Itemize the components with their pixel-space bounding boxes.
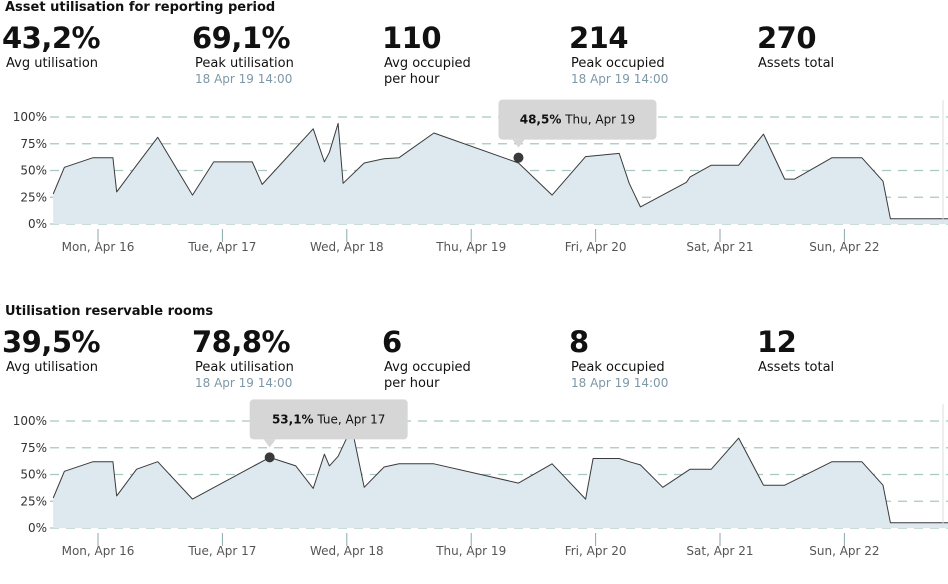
stat-avg-utilisation: 43,2% Avg utilisation — [2, 21, 101, 72]
stat-label: Avg occupied — [384, 360, 471, 375]
stat-sub-date: 18 Apr 19 14:00 — [195, 376, 293, 390]
y-tick-label: 0% — [28, 521, 47, 535]
section-reservable-rooms: Utilisation reservable rooms 39,5% Avg u… — [0, 304, 948, 584]
x-tick-label: Sun, Apr 22 — [809, 544, 879, 558]
y-tick-label: 100% — [13, 414, 47, 428]
stat-peak-occupied: 8 Peak occupied 18 Apr 19 14:00 — [569, 325, 668, 390]
x-tick-label: Tue, Apr 17 — [187, 544, 256, 558]
stat-avg-occupied: 6 Avg occupied per hour — [382, 325, 471, 392]
tooltip-pointer — [512, 139, 525, 148]
stat-label-line2: per hour — [384, 72, 440, 87]
x-tick-label: Sat, Apr 21 — [686, 240, 753, 254]
stat-peak-utilisation: 69,1% Peak utilisation 18 Apr 19 14:00 — [192, 21, 294, 86]
stat-avg-utilisation: 39,5% Avg utilisation — [2, 325, 101, 376]
stat-label-line2: per hour — [384, 376, 440, 391]
tooltip: 48,5% Thu, Apr 19 — [498, 99, 657, 148]
stat-peak-utilisation: 78,8% Peak utilisation 18 Apr 19 14:00 — [192, 325, 294, 390]
x-tick-label: Fri, Apr 20 — [565, 240, 627, 254]
y-tick-label: 75% — [20, 137, 47, 151]
tooltip-date: Tue, Apr 17 — [314, 412, 386, 426]
x-tick-label: Wed, Apr 18 — [310, 544, 384, 558]
x-tick-label: Sat, Apr 21 — [686, 544, 753, 558]
tooltip-text: 53,1% Tue, Apr 17 — [272, 412, 385, 426]
tooltip-pointer — [263, 439, 276, 448]
tooltip-value: 53,1% — [272, 412, 314, 426]
stat-value: 8 — [569, 325, 589, 359]
stat-value: 39,5% — [2, 325, 101, 359]
stat-label: Peak utilisation — [195, 360, 294, 375]
series-line — [52, 426, 948, 524]
hover-point[interactable] — [264, 452, 275, 463]
stat-assets-total: 12 Assets total — [757, 325, 834, 376]
tooltip-value: 48,5% — [520, 113, 562, 127]
stat-value: 270 — [757, 21, 817, 55]
stat-label: Peak utilisation — [195, 56, 294, 71]
stat-assets-total: 270 Assets total — [757, 21, 834, 72]
y-tick-label: 100% — [13, 110, 47, 124]
stat-avg-occupied: 110 Avg occupied per hour — [382, 21, 471, 88]
x-tick-label: Mon, Apr 16 — [62, 544, 135, 558]
stat-value: 78,8% — [192, 325, 291, 359]
y-tick-label: 50% — [20, 468, 47, 482]
stat-label: Assets total — [758, 360, 835, 375]
stat-label: Peak occupied — [571, 56, 665, 71]
y-tick-label: 0% — [28, 217, 47, 231]
stat-value: 6 — [382, 325, 402, 359]
series-area — [53, 123, 948, 224]
stat-label: Peak occupied — [571, 360, 665, 375]
stat-label: Avg utilisation — [6, 360, 99, 375]
stat-sub-date: 18 Apr 19 14:00 — [571, 72, 669, 86]
y-tick-label: 50% — [20, 164, 47, 178]
stat-value: 43,2% — [2, 21, 101, 55]
stat-value: 12 — [757, 325, 797, 359]
y-tick-label: 75% — [20, 441, 47, 455]
tooltip-date: Thu, Apr 19 — [561, 113, 635, 127]
y-tick-label: 25% — [20, 190, 47, 204]
stat-label: Avg occupied — [384, 56, 471, 71]
tooltip-box — [249, 399, 408, 440]
stat-value: 110 — [382, 21, 442, 55]
stat-value: 69,1% — [192, 21, 291, 55]
series-area — [53, 427, 948, 528]
x-tick-label: Mon, Apr 16 — [62, 240, 135, 254]
utilisation-chart[interactable]: 0% 25% 50% 75% 100% Mon, Apr 16 Tue, Apr 17 Wed… — [0, 99, 948, 265]
tooltip-text: 48,5% Thu, Apr 19 — [520, 113, 635, 127]
stat-label: Assets total — [758, 56, 835, 71]
x-tick-label: Fri, Apr 20 — [565, 544, 627, 558]
series-line — [52, 122, 948, 220]
tooltip-box — [498, 99, 657, 140]
utilisation-chart[interactable]: 0% 25% 50% 75% 100% Mon, Apr 16 Tue, Apr 17 Wed… — [0, 399, 948, 569]
x-tick-label: Thu, Apr 19 — [435, 240, 506, 254]
stat-sub-date: 18 Apr 19 14:00 — [571, 376, 669, 390]
y-tick-label: 25% — [20, 494, 47, 508]
x-tick-label: Sun, Apr 22 — [809, 240, 879, 254]
section-asset-utilisation: Asset utilisation for reporting period 4… — [0, 0, 948, 280]
stat-sub-date: 18 Apr 19 14:00 — [195, 72, 293, 86]
stat-value: 214 — [569, 21, 629, 55]
section-title: Asset utilisation for reporting period — [5, 0, 276, 15]
stat-peak-occupied: 214 Peak occupied 18 Apr 19 14:00 — [569, 21, 668, 86]
hover-point[interactable] — [513, 152, 524, 163]
x-tick-label: Wed, Apr 18 — [310, 240, 384, 254]
x-tick-label: Thu, Apr 19 — [435, 544, 506, 558]
stat-label: Avg utilisation — [6, 56, 99, 71]
tooltip: 53,1% Tue, Apr 17 — [249, 399, 408, 448]
section-title: Utilisation reservable rooms — [5, 304, 214, 319]
x-tick-label: Tue, Apr 17 — [187, 240, 256, 254]
